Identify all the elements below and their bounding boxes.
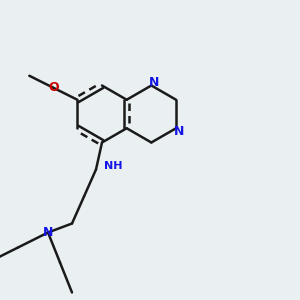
Text: O: O <box>48 81 58 94</box>
Text: NH: NH <box>103 161 122 172</box>
Text: N: N <box>149 76 160 89</box>
Text: N: N <box>43 226 53 239</box>
Text: N: N <box>174 125 184 138</box>
